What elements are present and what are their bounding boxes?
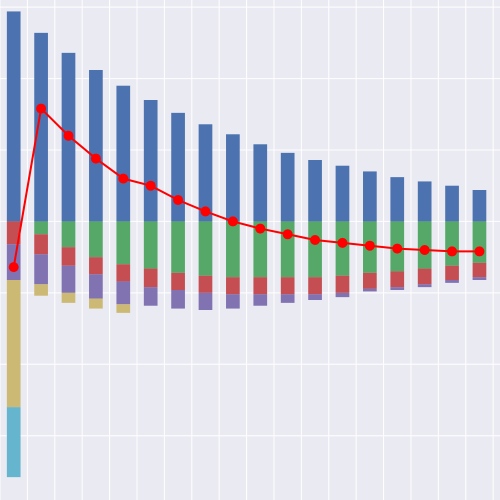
bar-segment-green-16: [445, 221, 459, 266]
bar-segment-blue-5: [143, 100, 158, 222]
bar-segment-red-2: [61, 247, 76, 266]
line-point-9: [255, 223, 266, 234]
bar-segment-purple-13: [363, 288, 377, 292]
bar-segment-green-1: [34, 221, 48, 235]
bar-segment-purple-14: [390, 287, 405, 290]
bar-segment-red-13: [363, 272, 377, 289]
line-point-1: [36, 103, 47, 114]
bar-segment-blue-8: [226, 134, 240, 222]
bar-segment-green-11: [308, 221, 322, 278]
bar-segment-red-11: [308, 277, 322, 295]
bar-segment-green-5: [143, 221, 158, 269]
bar-segment-purple-5: [143, 287, 158, 306]
bar-segment-purple-6: [171, 290, 185, 309]
bar-segment-green-17: [472, 221, 487, 263]
line-point-0: [8, 262, 19, 273]
bar-segment-red-9: [253, 277, 268, 295]
bar-segment-red-14: [390, 271, 405, 288]
bar-segment-purple-2: [61, 265, 76, 293]
line-point-3: [90, 153, 101, 164]
bar-segment-blue-7: [198, 124, 213, 222]
line-point-12: [337, 237, 348, 248]
bar-segment-red-15: [417, 268, 432, 285]
bar-segment-green-8: [226, 221, 240, 278]
line-point-6: [173, 195, 184, 205]
bar-segment-purple-4: [116, 281, 131, 305]
bar-segment-blue-4: [116, 85, 131, 222]
bar-segment-red-8: [226, 277, 240, 295]
bar-segment-green-7: [198, 221, 213, 276]
line-point-13: [364, 240, 375, 251]
bar-segment-red-3: [89, 257, 103, 275]
line-point-8: [227, 216, 238, 227]
bar-segment-blue-15: [417, 181, 432, 222]
bar-segment-purple-3: [89, 274, 103, 299]
bar-segment-tan-0: [6, 280, 21, 408]
bar-segment-green-4: [116, 221, 131, 265]
bar-segment-red-5: [143, 268, 158, 288]
line-point-2: [63, 130, 74, 141]
bar-segment-green-12: [335, 221, 350, 276]
bar-segment-blue-1: [34, 32, 48, 222]
bar-segment-red-0: [6, 221, 21, 245]
bar-segment-blue-3: [89, 70, 103, 222]
bar-segment-tan-2: [61, 292, 76, 303]
bar-segment-purple-1: [34, 254, 48, 285]
bar-segment-purple-9: [253, 294, 268, 306]
line-point-7: [200, 206, 211, 217]
bar-segment-red-1: [34, 234, 48, 255]
bar-segment-purple-12: [335, 292, 350, 298]
bar-segment-tan-4: [116, 304, 131, 313]
bar-segment-blue-6: [171, 112, 185, 222]
bar-segment-blue-16: [445, 185, 459, 222]
bar-segment-red-7: [198, 275, 213, 293]
bar-segment-blue-11: [308, 160, 322, 222]
line-point-5: [145, 180, 156, 191]
line-point-11: [310, 235, 321, 245]
line-point-16: [447, 246, 458, 257]
line-point-4: [118, 173, 129, 184]
bar-segment-green-9: [253, 221, 268, 278]
bar-segment-blue-14: [390, 177, 405, 222]
bar-segment-red-17: [472, 262, 487, 278]
line-point-15: [419, 245, 430, 255]
bar-segment-purple-8: [226, 294, 240, 309]
bar-segment-green-2: [61, 221, 76, 248]
bar-segment-cyan-0: [6, 407, 21, 478]
bar-segment-purple-10: [280, 294, 295, 303]
bar-segment-purple-17: [472, 277, 487, 280]
bar-segment-blue-12: [335, 165, 350, 222]
bar-segment-red-6: [171, 272, 185, 290]
bar-segment-blue-0: [6, 11, 21, 222]
line-point-14: [392, 243, 403, 254]
bar-segment-blue-10: [280, 152, 295, 222]
line-series: [8, 103, 485, 273]
bar-segment-blue-9: [253, 144, 268, 222]
bar-segment-red-10: [280, 277, 295, 295]
bar-segment-blue-17: [472, 190, 487, 222]
bar-segment-purple-7: [198, 292, 213, 310]
bar-segment-red-16: [445, 265, 459, 280]
bar-segment-green-6: [171, 221, 185, 273]
bar-segment-purple-11: [308, 294, 322, 300]
bar-segment-green-3: [89, 221, 103, 258]
bar-segment-purple-16: [445, 280, 459, 283]
bar-segment-red-12: [335, 275, 350, 293]
bar-segment-tan-3: [89, 298, 103, 309]
line-point-10: [282, 229, 293, 240]
bar-segment-tan-1: [34, 284, 48, 296]
bar-segment-red-4: [116, 264, 131, 282]
line-point-17: [474, 246, 485, 257]
bar-segment-blue-13: [363, 171, 377, 222]
bar-segment-purple-15: [417, 284, 432, 288]
